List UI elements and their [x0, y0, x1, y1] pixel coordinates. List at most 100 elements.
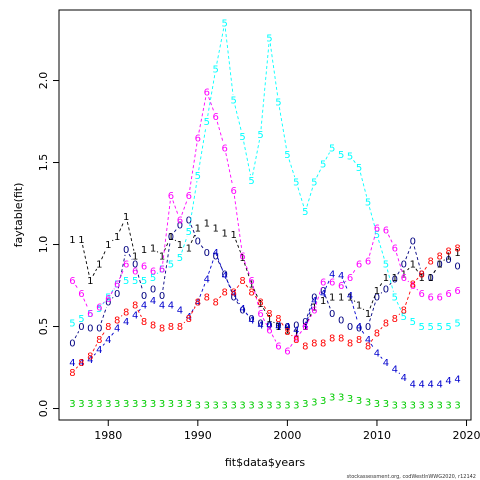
series-4-point-2002: 4 [302, 320, 308, 331]
series-1-segment [112, 239, 114, 242]
series-5-point-2001: 5 [293, 178, 299, 189]
series-1-segment [190, 232, 196, 243]
series-5-point-1998: 5 [266, 33, 272, 44]
series-5-segment [156, 272, 159, 274]
series-6-point-1996: 6 [248, 276, 254, 287]
series-3-point-1984: 3 [141, 399, 147, 410]
series-3-point-1999: 3 [275, 401, 281, 412]
series-8-segment [236, 284, 240, 289]
series-1-point-2019: 1 [454, 248, 460, 259]
series-8-point-1981: 8 [114, 315, 120, 326]
series-0-point-1983: 0 [132, 260, 138, 271]
series-4-point-2015: 4 [419, 379, 425, 390]
series-5-point-1981: 5 [114, 279, 120, 290]
series-0-point-2011: 0 [383, 284, 389, 295]
series-0-point-2003: 0 [311, 293, 317, 304]
series-5-segment [297, 187, 305, 207]
series-1-segment [174, 239, 177, 242]
series-1-segment [243, 262, 251, 279]
series-0-point-1981: 0 [114, 289, 120, 300]
series-0-point-1977: 0 [78, 322, 84, 333]
series-3-point-1997: 3 [257, 401, 263, 412]
series-5-point-1988: 5 [177, 253, 183, 264]
series-8-point-2015: 8 [419, 270, 425, 281]
series-0-point-1997: 0 [257, 319, 263, 330]
series-1-segment [119, 221, 125, 232]
series-1-segment [126, 221, 135, 251]
series-1-point-1977: 1 [78, 235, 84, 246]
series-8-point-2013: 8 [401, 306, 407, 317]
series-8-point-1989: 8 [186, 314, 192, 325]
series-8-point-1998: 8 [266, 309, 272, 320]
series-3-point-2006: 3 [338, 393, 344, 404]
series-0-point-2013: 0 [401, 260, 407, 271]
series-0-segment [117, 254, 126, 289]
series-0-segment [217, 260, 223, 270]
y-axis-title: faytable(fit) [12, 183, 25, 248]
y-tick-label-4: 2.0 [37, 72, 50, 90]
series-4-point-1996: 4 [248, 315, 254, 326]
series-5-point-2014: 5 [410, 317, 416, 328]
series-1-point-1978: 1 [87, 276, 93, 287]
series-5-point-2003: 5 [311, 178, 317, 189]
series-3-point-1996: 3 [248, 401, 254, 412]
series-0-segment [162, 241, 171, 290]
series-0-point-2000: 0 [284, 322, 290, 333]
series-5-point-1999: 5 [275, 97, 281, 108]
series-3-point-1988: 3 [177, 399, 183, 410]
series-5-point-2002: 5 [302, 207, 308, 218]
series-6-point-2004: 6 [320, 278, 326, 289]
series-0-point-1992: 0 [213, 252, 219, 263]
series-1-point-2017: 1 [436, 260, 442, 271]
series-6-point-1986: 6 [159, 265, 165, 276]
series-3-point-2011: 3 [383, 399, 389, 410]
series-5-segment [110, 288, 115, 293]
series-6-point-2016: 6 [428, 293, 434, 304]
series-0-segment [100, 306, 107, 324]
series-6-point-1988: 6 [177, 215, 183, 226]
series-4-point-1976: 4 [69, 358, 75, 369]
series-5-point-1983: 5 [132, 276, 138, 287]
series-8-segment [219, 295, 222, 299]
series-4-point-1981: 4 [114, 324, 120, 335]
series-8-point-2004: 8 [320, 338, 326, 349]
series-4-segment [191, 306, 196, 313]
series-1-point-1996: 1 [248, 279, 254, 290]
series-6-segment [290, 342, 294, 347]
series-8-segment [380, 327, 383, 330]
series-8-point-1988: 8 [177, 322, 183, 333]
series-0-point-1998: 0 [266, 320, 272, 331]
series-0-point-1986: 0 [159, 291, 165, 302]
series-4-segment [111, 332, 115, 336]
x-axis: 1980 1990 2000 2010 2020 [94, 420, 480, 442]
series-0-point-1989: 0 [186, 215, 192, 226]
series-8-segment [137, 309, 142, 317]
series-5-segment [369, 207, 376, 230]
series-8-point-1986: 8 [159, 324, 165, 335]
series-0-point-2014: 0 [410, 237, 416, 248]
series-6-point-1985: 6 [150, 266, 156, 277]
series-1-segment [235, 239, 242, 253]
series-5-point-1978: 5 [87, 309, 93, 320]
series-5-point-2010: 5 [374, 230, 380, 241]
series-6-point-2015: 6 [419, 289, 425, 300]
series-3-point-2008: 3 [356, 396, 362, 407]
series-5-segment [306, 187, 314, 207]
x-tick-label-2010: 2010 [363, 429, 391, 442]
series-4-point-1983: 4 [132, 311, 138, 322]
series-6-segment [83, 298, 89, 309]
series-6-segment [103, 302, 105, 304]
series-4-point-1990: 4 [195, 297, 201, 308]
series-4-point-2012: 4 [392, 365, 398, 376]
series-0-point-1976: 0 [69, 338, 75, 349]
series-3-point-1976: 3 [69, 399, 75, 410]
series-3-point-2014: 3 [410, 401, 416, 412]
series-8-point-1992: 8 [213, 297, 219, 308]
series-8-point-2016: 8 [428, 256, 434, 267]
series-1-point-1995: 1 [239, 253, 245, 264]
series-4-point-2005: 4 [329, 270, 335, 281]
series-6-point-1994: 6 [230, 186, 236, 197]
series-8-point-2017: 8 [436, 252, 442, 263]
series-8-segment [416, 277, 419, 281]
